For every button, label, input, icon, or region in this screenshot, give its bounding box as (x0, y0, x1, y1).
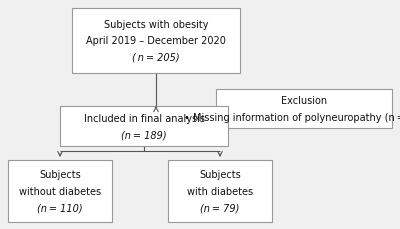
Text: without diabetes: without diabetes (19, 186, 101, 196)
Text: ( n = 205): ( n = 205) (132, 53, 180, 63)
Text: (n = 79): (n = 79) (200, 203, 240, 213)
FancyBboxPatch shape (8, 160, 112, 222)
Text: with diabetes: with diabetes (187, 186, 253, 196)
Text: Subjects with obesity: Subjects with obesity (104, 20, 208, 30)
Text: (n = 110): (n = 110) (37, 203, 83, 213)
Text: April 2019 – December 2020: April 2019 – December 2020 (86, 36, 226, 46)
Text: (n = 189): (n = 189) (121, 130, 167, 140)
Text: • Missing information of polyneuropathy (n = 16): • Missing information of polyneuropathy … (184, 112, 400, 122)
FancyBboxPatch shape (216, 89, 392, 128)
Text: Subjects: Subjects (199, 170, 241, 180)
Text: Exclusion: Exclusion (281, 95, 327, 106)
Text: Included in final analysis: Included in final analysis (84, 113, 204, 123)
Text: Subjects: Subjects (39, 170, 81, 180)
FancyBboxPatch shape (72, 9, 240, 73)
FancyBboxPatch shape (168, 160, 272, 222)
FancyBboxPatch shape (60, 106, 228, 147)
